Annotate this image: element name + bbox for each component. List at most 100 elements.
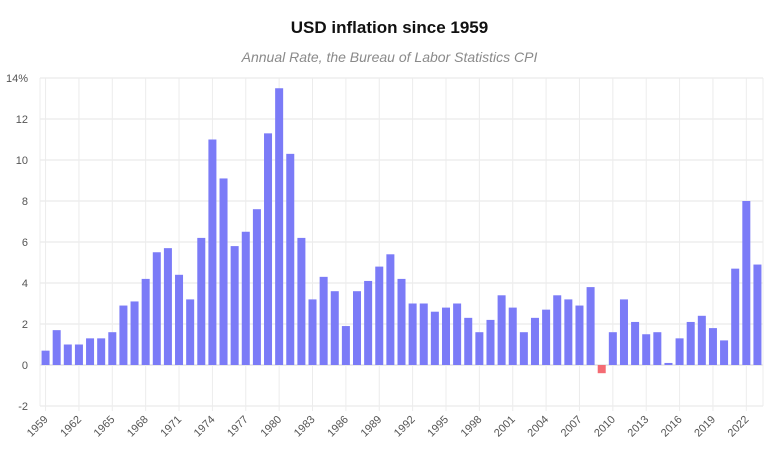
bar-1986 xyxy=(341,326,350,365)
bar-2015 xyxy=(664,362,673,365)
x-tick-label: 1995 xyxy=(425,414,451,440)
x-tick-label: 2022 xyxy=(726,414,752,440)
x-tick-label: 2019 xyxy=(692,414,718,440)
x-tick-label: 1998 xyxy=(459,414,485,440)
bar-1997 xyxy=(464,317,473,365)
y-tick-label: 8 xyxy=(22,196,28,208)
bar-1979 xyxy=(264,133,273,365)
x-tick-label: 2010 xyxy=(592,414,618,440)
x-tick-label: 2007 xyxy=(559,414,585,440)
bar-1985 xyxy=(330,291,339,365)
bar-2004 xyxy=(542,309,551,365)
x-tick-label: 1986 xyxy=(325,414,351,440)
bar-1972 xyxy=(186,299,195,365)
bar-1975 xyxy=(219,178,228,365)
bar-1994 xyxy=(430,311,439,365)
x-axis-ticks: 1959 1962 1965 1968 1971 1974 1977 1980 1983 1986… xyxy=(25,414,752,440)
bar-1961 xyxy=(63,344,72,365)
bar-1959 xyxy=(41,350,50,365)
bar-1970 xyxy=(163,248,172,365)
bar-1976 xyxy=(230,246,239,365)
bar-2018 xyxy=(697,315,706,365)
bar-2017 xyxy=(686,321,695,365)
bar-1969 xyxy=(152,252,161,365)
x-tick-label: 1971 xyxy=(158,414,184,440)
bar-2007 xyxy=(575,305,584,365)
bar-2002 xyxy=(519,332,528,365)
bar-2014 xyxy=(653,332,662,365)
x-tick-label: 2016 xyxy=(659,414,685,440)
bar-1971 xyxy=(175,274,184,365)
y-tick-label: 4 xyxy=(22,278,28,290)
bar-2009 xyxy=(597,365,606,374)
bar-1960 xyxy=(52,330,61,365)
bar-2000 xyxy=(497,295,506,365)
x-tick-label: 1983 xyxy=(292,414,318,440)
bar-1966 xyxy=(119,305,128,365)
bar-1977 xyxy=(241,231,250,365)
bar-2013 xyxy=(642,334,651,365)
x-tick-label: 2004 xyxy=(525,414,551,440)
x-tick-label: 2001 xyxy=(492,414,518,440)
bar-2008 xyxy=(586,287,595,365)
y-tick-label: -2 xyxy=(18,401,28,413)
bar-1982 xyxy=(297,237,306,365)
bar-2019 xyxy=(708,328,717,365)
bar-1999 xyxy=(486,319,495,365)
bar-2022 xyxy=(742,201,751,365)
chart-title: USD inflation since 1959 xyxy=(290,18,489,37)
bar-1996 xyxy=(453,303,462,365)
bar-1989 xyxy=(375,266,384,365)
x-tick-label: 1968 xyxy=(125,414,151,440)
bar-1984 xyxy=(319,276,328,365)
bar-2020 xyxy=(720,340,729,365)
bar-1974 xyxy=(208,139,217,365)
bar-1965 xyxy=(108,332,117,365)
bar-1990 xyxy=(386,254,395,365)
bar-1995 xyxy=(441,307,450,365)
x-tick-label: 1992 xyxy=(392,414,418,440)
bar-1987 xyxy=(353,291,362,365)
y-tick-label: 6 xyxy=(22,237,28,249)
bar-1992 xyxy=(408,303,417,365)
bar-1962 xyxy=(74,344,83,365)
bar-series xyxy=(41,88,762,374)
x-tick-label: 1962 xyxy=(58,414,84,440)
bar-2001 xyxy=(508,307,517,365)
x-tick-label: 1974 xyxy=(192,414,218,440)
y-tick-label: 0 xyxy=(22,360,28,372)
bar-1981 xyxy=(286,153,295,365)
bar-1978 xyxy=(252,209,261,365)
x-tick-label: 2013 xyxy=(626,414,652,440)
bar-2021 xyxy=(731,268,740,365)
bar-1964 xyxy=(97,338,106,365)
bar-2003 xyxy=(530,317,539,365)
bar-1988 xyxy=(364,280,373,365)
bar-1967 xyxy=(130,301,139,365)
bar-1983 xyxy=(308,299,317,365)
x-tick-label: 1959 xyxy=(25,414,51,440)
bar-2010 xyxy=(608,332,617,365)
bar-1973 xyxy=(197,237,206,365)
bar-2012 xyxy=(631,321,640,365)
x-tick-label: 1989 xyxy=(359,414,385,440)
bar-2011 xyxy=(619,299,628,365)
bar-1963 xyxy=(86,338,95,365)
bar-1993 xyxy=(419,303,428,365)
y-axis-ticks: -2 0 2 4 6 8 10 12 14% xyxy=(6,73,28,413)
y-tick-label: 12 xyxy=(16,114,28,126)
bar-1980 xyxy=(275,88,284,365)
bar-2023 xyxy=(753,264,762,365)
x-tick-label: 1977 xyxy=(225,414,251,440)
y-tick-label: 2 xyxy=(22,319,28,331)
bar-1968 xyxy=(141,278,150,365)
bar-1991 xyxy=(397,278,406,365)
y-tick-label: 10 xyxy=(16,155,28,167)
y-tick-label: 14% xyxy=(6,73,28,85)
chart-subtitle: Annual Rate, the Bureau of Labor Statist… xyxy=(241,49,538,65)
bar-1998 xyxy=(475,332,484,365)
bar-2006 xyxy=(564,299,573,365)
x-tick-label: 1965 xyxy=(92,414,118,440)
x-tick-label: 1980 xyxy=(258,414,284,440)
